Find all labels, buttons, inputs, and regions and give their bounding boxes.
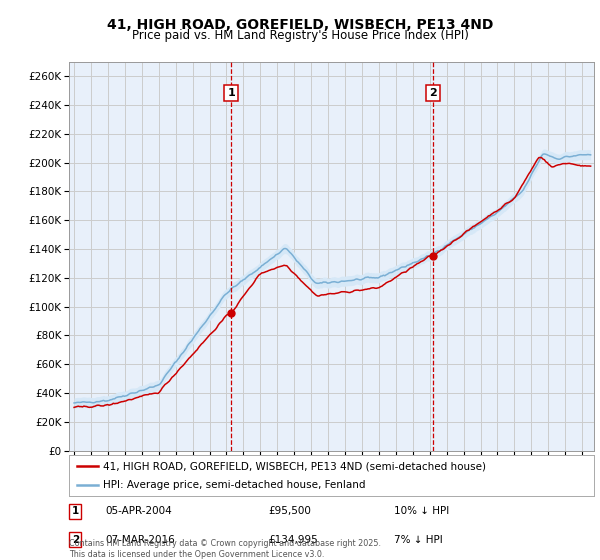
Text: 1: 1 <box>227 88 235 99</box>
Text: 10% ↓ HPI: 10% ↓ HPI <box>395 506 450 516</box>
Text: 2: 2 <box>71 535 79 544</box>
Text: 7% ↓ HPI: 7% ↓ HPI <box>395 535 443 544</box>
Text: 41, HIGH ROAD, GOREFIELD, WISBECH, PE13 4ND (semi-detached house): 41, HIGH ROAD, GOREFIELD, WISBECH, PE13 … <box>103 461 486 471</box>
Text: £95,500: £95,500 <box>269 506 311 516</box>
Text: 2: 2 <box>429 88 437 99</box>
Text: Contains HM Land Registry data © Crown copyright and database right 2025.
This d: Contains HM Land Registry data © Crown c… <box>69 539 381 559</box>
Text: 05-APR-2004: 05-APR-2004 <box>106 506 173 516</box>
Text: 1: 1 <box>71 506 79 516</box>
Text: Price paid vs. HM Land Registry's House Price Index (HPI): Price paid vs. HM Land Registry's House … <box>131 29 469 42</box>
Text: £134,995: £134,995 <box>269 535 318 544</box>
Text: 41, HIGH ROAD, GOREFIELD, WISBECH, PE13 4ND: 41, HIGH ROAD, GOREFIELD, WISBECH, PE13 … <box>107 18 493 32</box>
Text: HPI: Average price, semi-detached house, Fenland: HPI: Average price, semi-detached house,… <box>103 480 365 489</box>
Text: 07-MAR-2016: 07-MAR-2016 <box>106 535 176 544</box>
